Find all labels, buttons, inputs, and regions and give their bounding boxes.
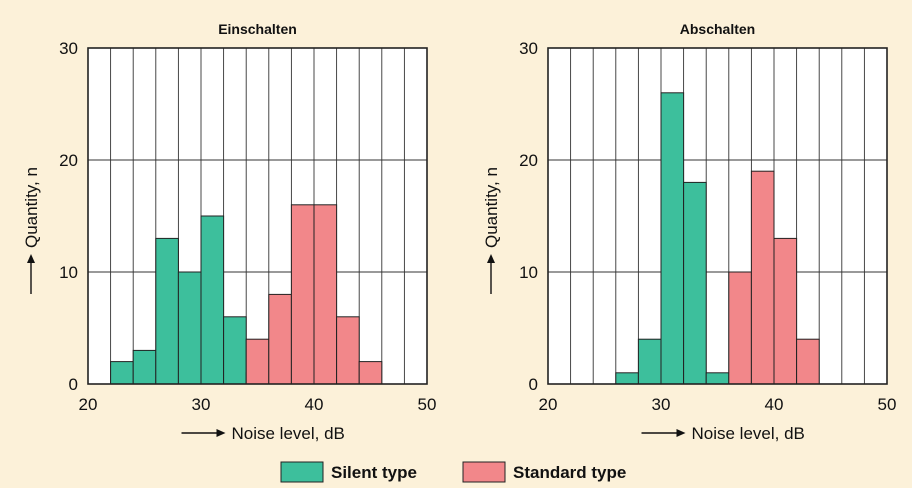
x-tick-label: 20 [79,395,98,414]
bar-standard-42 [336,316,360,385]
bar-standard-36 [268,293,292,385]
y-tick-label: 10 [519,263,538,282]
bar-standard-36 [728,271,752,385]
x-tick-label: 50 [418,395,437,414]
x-tick-label: 50 [878,395,897,414]
bar-silent-28 [177,271,202,385]
bar-silent-22 [110,361,134,385]
x-axis-title-group: Noise level, dB [641,424,805,443]
bar-standard-38 [750,170,775,385]
bar-silent-32 [683,181,707,385]
bar-silent-28 [637,338,662,385]
plot-frame [547,47,888,385]
y-tick-label: 10 [59,263,78,282]
x-tick-label: 30 [192,395,211,414]
plot-area [548,48,887,384]
x-axis-title: Noise level, dB [232,424,345,443]
x-axis-title: Noise level, dB [692,424,805,443]
y-axis-title-group: Quantity, n [482,167,501,294]
bar-silent-30 [660,92,685,385]
x-tick-label: 30 [652,395,671,414]
legend-label-standard: Standard type [513,463,626,482]
y-tick-label: 30 [519,39,538,58]
x-tick-label: 20 [539,395,558,414]
bar-silent-26 [155,237,179,385]
plot-area [88,48,427,384]
y-tick-label: 20 [59,151,78,170]
y-axis-arrowhead [27,254,35,263]
legend-swatch-silent [280,461,324,483]
chart-abschalten: 0 10 20 30 20 30 40 50 Abschalten Noise level, dB… [482,21,896,443]
legend: Silent type Standard type [280,461,626,483]
bar-standard-40 [313,204,338,385]
y-tick-label: 0 [529,375,538,394]
legend-label-silent: Silent type [331,463,417,482]
bar-silent-32 [223,316,247,385]
x-axis-title-group: Noise level, dB [181,424,345,443]
chart-title: Abschalten [680,21,755,37]
x-tick-label: 40 [765,395,784,414]
plot-frame [87,47,428,385]
bar-standard-40 [773,237,798,385]
bar-standard-38 [290,204,315,385]
y-axis-title: Quantity, n [22,167,41,248]
bar-silent-30 [200,215,225,385]
legend-swatch-standard [462,461,506,483]
y-tick-label: 0 [69,375,78,394]
bar-silent-26 [615,372,639,385]
y-axis-arrowhead [487,254,495,263]
bar-silent-34 [705,372,730,385]
chart-einschalten: 0 10 20 30 20 30 40 50 Einschalten Noise level, d… [22,21,436,443]
chart-title: Einschalten [218,21,297,37]
bar-silent-24 [132,349,157,385]
y-tick-label: 20 [519,151,538,170]
x-axis-arrowhead [676,429,686,437]
bar-standard-34 [245,338,270,385]
y-axis-title: Quantity, n [482,167,501,248]
y-axis-title-group: Quantity, n [22,167,41,294]
bar-standard-42 [796,338,820,385]
bar-standard-44 [358,361,383,385]
x-axis-arrowhead [216,429,226,437]
x-tick-label: 40 [305,395,324,414]
y-tick-label: 30 [59,39,78,58]
